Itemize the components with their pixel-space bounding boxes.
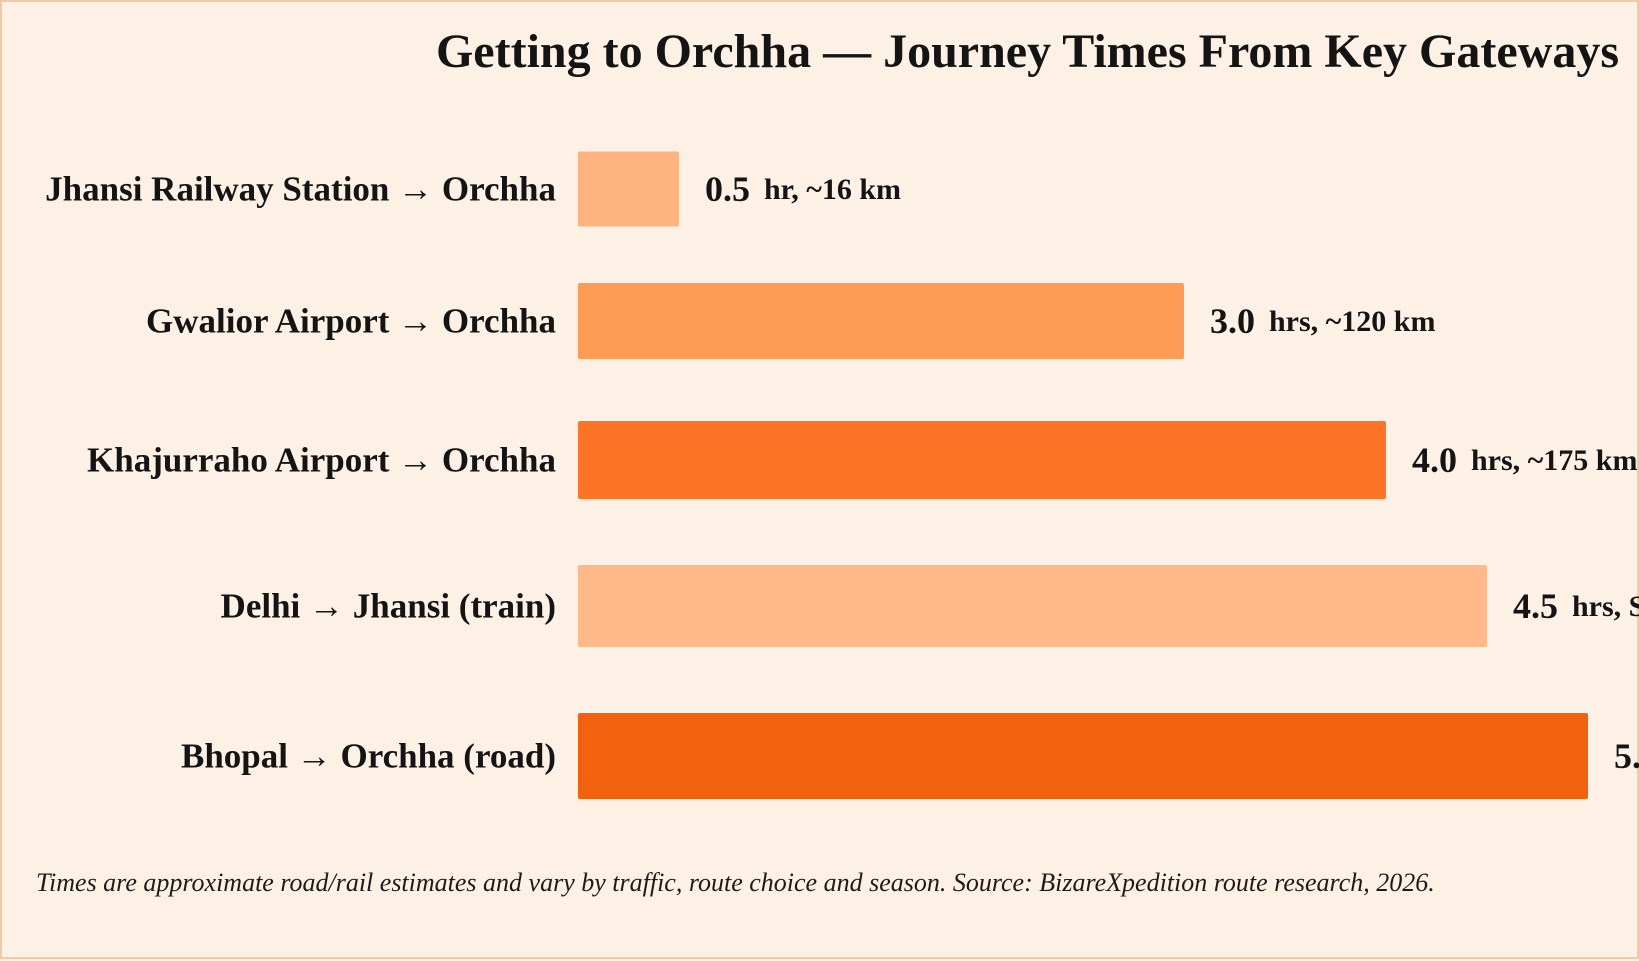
value-label: 4.5 hrs, Shatabdi/Rajdhani [1513,586,1639,626]
bar-2 [578,283,1184,359]
bar-3 [578,421,1386,499]
value-label-detail: hrs, ~120 km [1269,305,1435,338]
footnote: Times are approximate road/rail estimate… [36,868,1435,897]
value-label-number: 0.5 [705,169,750,209]
bar-5 [578,713,1588,799]
value-label-detail: hrs, ~175 km [1471,444,1637,477]
bar-1 [578,151,679,227]
value-label-number: 3.0 [1210,301,1255,341]
chart-title: Getting to Orchha — Journey Times From K… [435,25,1619,78]
value-label: 0.5 hr, ~16 km [705,169,901,209]
value-label-detail: hr, ~16 km [764,173,901,206]
category-label: Bhopal → Orchha (road) [181,737,556,776]
category-label: Jhansi Railway Station → Orchha [45,170,556,209]
value-label-number: 5.0 [1614,736,1639,776]
value-label-detail: hrs, Shatabdi/Rajdhani [1572,590,1639,623]
category-label: Delhi → Jhansi (train) [221,587,556,626]
category-label: Khajurraho Airport → Orchha [87,441,556,480]
value-label: 3.0 hrs, ~120 km [1210,301,1435,341]
category-label: Gwalior Airport → Orchha [146,302,556,341]
value-label-number: 4.0 [1412,440,1457,480]
value-label: 4.0 hrs, ~175 km [1412,440,1637,480]
bar-4 [578,565,1487,647]
value-label-number: 4.5 [1513,586,1558,626]
